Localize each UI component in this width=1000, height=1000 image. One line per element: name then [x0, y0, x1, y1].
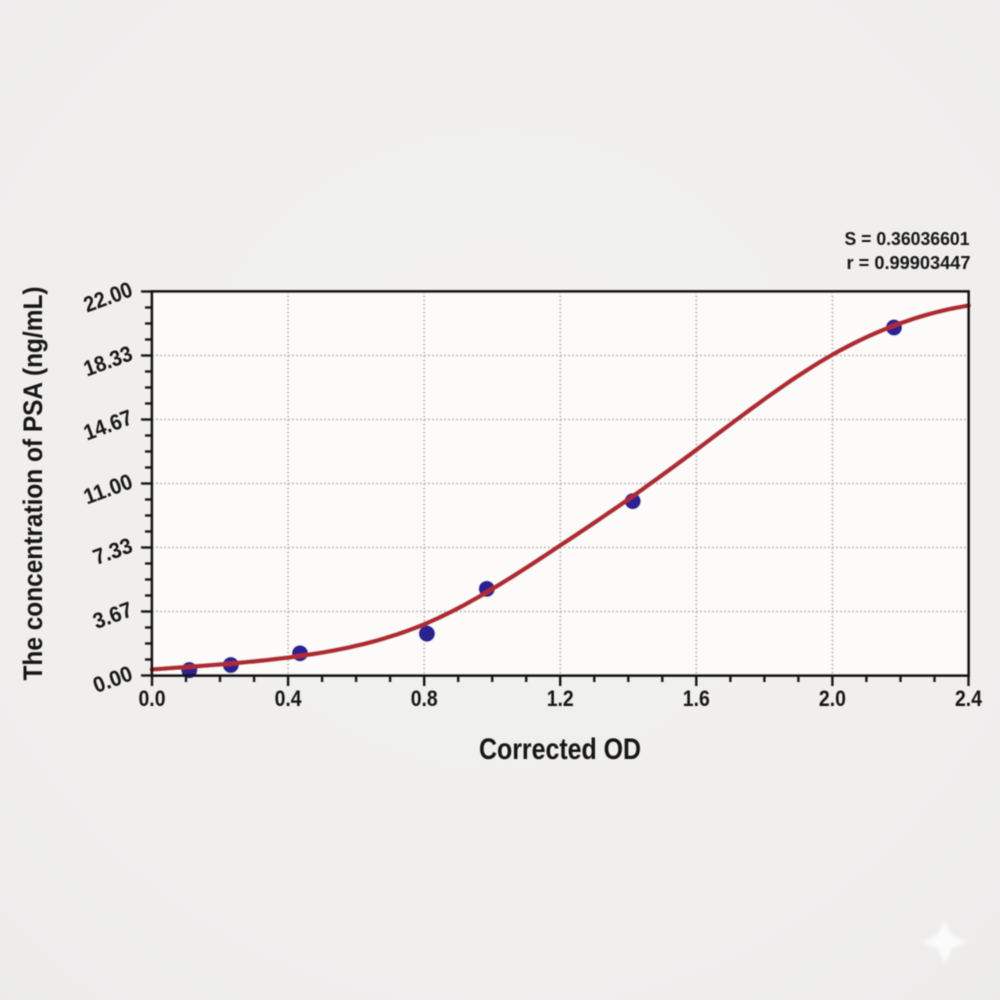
svg-text:1.6: 1.6	[683, 686, 710, 711]
svg-text:r = 0.99903447: r = 0.99903447	[847, 253, 971, 273]
svg-text:1.2: 1.2	[547, 686, 574, 711]
svg-text:2.4: 2.4	[955, 686, 983, 711]
svg-text:2.0: 2.0	[819, 686, 846, 711]
svg-text:The concentration of PSA (ng/m: The concentration of PSA (ng/mL)	[18, 287, 48, 681]
svg-text:0.4: 0.4	[275, 686, 303, 711]
svg-text:Corrected OD: Corrected OD	[479, 733, 641, 766]
svg-text:0.8: 0.8	[411, 686, 438, 711]
svg-text:0.0: 0.0	[139, 686, 166, 711]
svg-text:S = 0.36036601: S = 0.36036601	[845, 229, 970, 249]
